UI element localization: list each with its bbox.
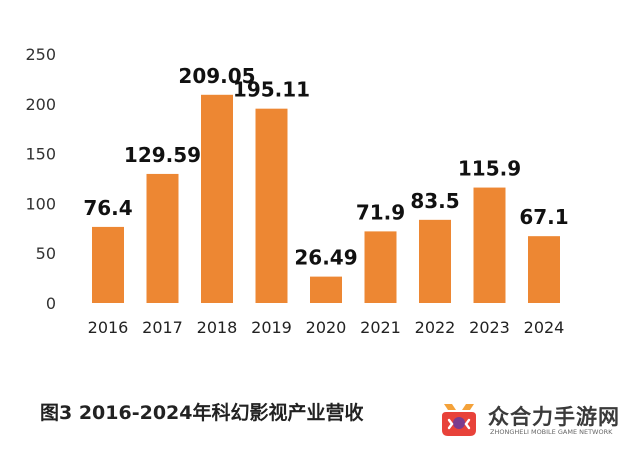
data-label: 71.9 (356, 200, 405, 224)
bar (528, 236, 560, 303)
data-label: 67.1 (519, 205, 568, 229)
y-tick-label: 0 (46, 294, 56, 313)
x-tick-label: 2023 (469, 318, 510, 337)
data-label: 115.9 (458, 157, 521, 181)
x-tick-label: 2022 (415, 318, 456, 337)
x-tick-label: 2018 (197, 318, 238, 337)
revenue-bar-chart: 0 50 100 150 200 250 76.4 2016 129.59 2017 209.05 2… (25, 45, 568, 337)
y-tick-label: 100 (25, 194, 56, 213)
figure-caption: 图3 2016-2024年科幻影视产业营收 (40, 402, 364, 424)
x-tick-label: 2019 (251, 318, 292, 337)
y-tick-label: 250 (25, 45, 56, 64)
game-controller-logo-icon (442, 404, 476, 436)
bar (146, 173, 179, 303)
y-tick-label: 200 (25, 95, 56, 114)
bar (201, 94, 233, 304)
data-label: 129.59 (124, 143, 201, 167)
bar (473, 187, 506, 303)
y-tick-label: 50 (36, 244, 56, 263)
data-label: 83.5 (410, 189, 459, 213)
y-tick-label: 150 (25, 145, 56, 164)
watermark-subtitle: ZHONGHELI MOBILE GAME NETWORK (490, 428, 613, 436)
data-label: 195.11 (233, 78, 310, 102)
chart-svg: 0 50 100 150 200 250 76.4 2016 129.59 2017 209.05 2… (25, 45, 568, 337)
x-tick-label: 2020 (306, 318, 347, 337)
watermark-name: 众合力手游网 (488, 405, 620, 429)
x-tick-label: 2016 (88, 318, 129, 337)
x-tick-label: 2017 (142, 318, 183, 337)
bar (255, 108, 288, 303)
x-tick-label: 2021 (360, 318, 401, 337)
bar (92, 226, 124, 303)
bar (419, 219, 451, 303)
watermark: 众合力手游网 ZHONGHELI MOBILE GAME NETWORK (438, 396, 632, 446)
bar (310, 276, 342, 303)
bar (364, 231, 397, 303)
data-label: 76.4 (83, 196, 132, 220)
x-tick-label: 2024 (524, 318, 565, 337)
data-label: 209.05 (178, 64, 255, 88)
data-label: 26.49 (294, 246, 357, 270)
